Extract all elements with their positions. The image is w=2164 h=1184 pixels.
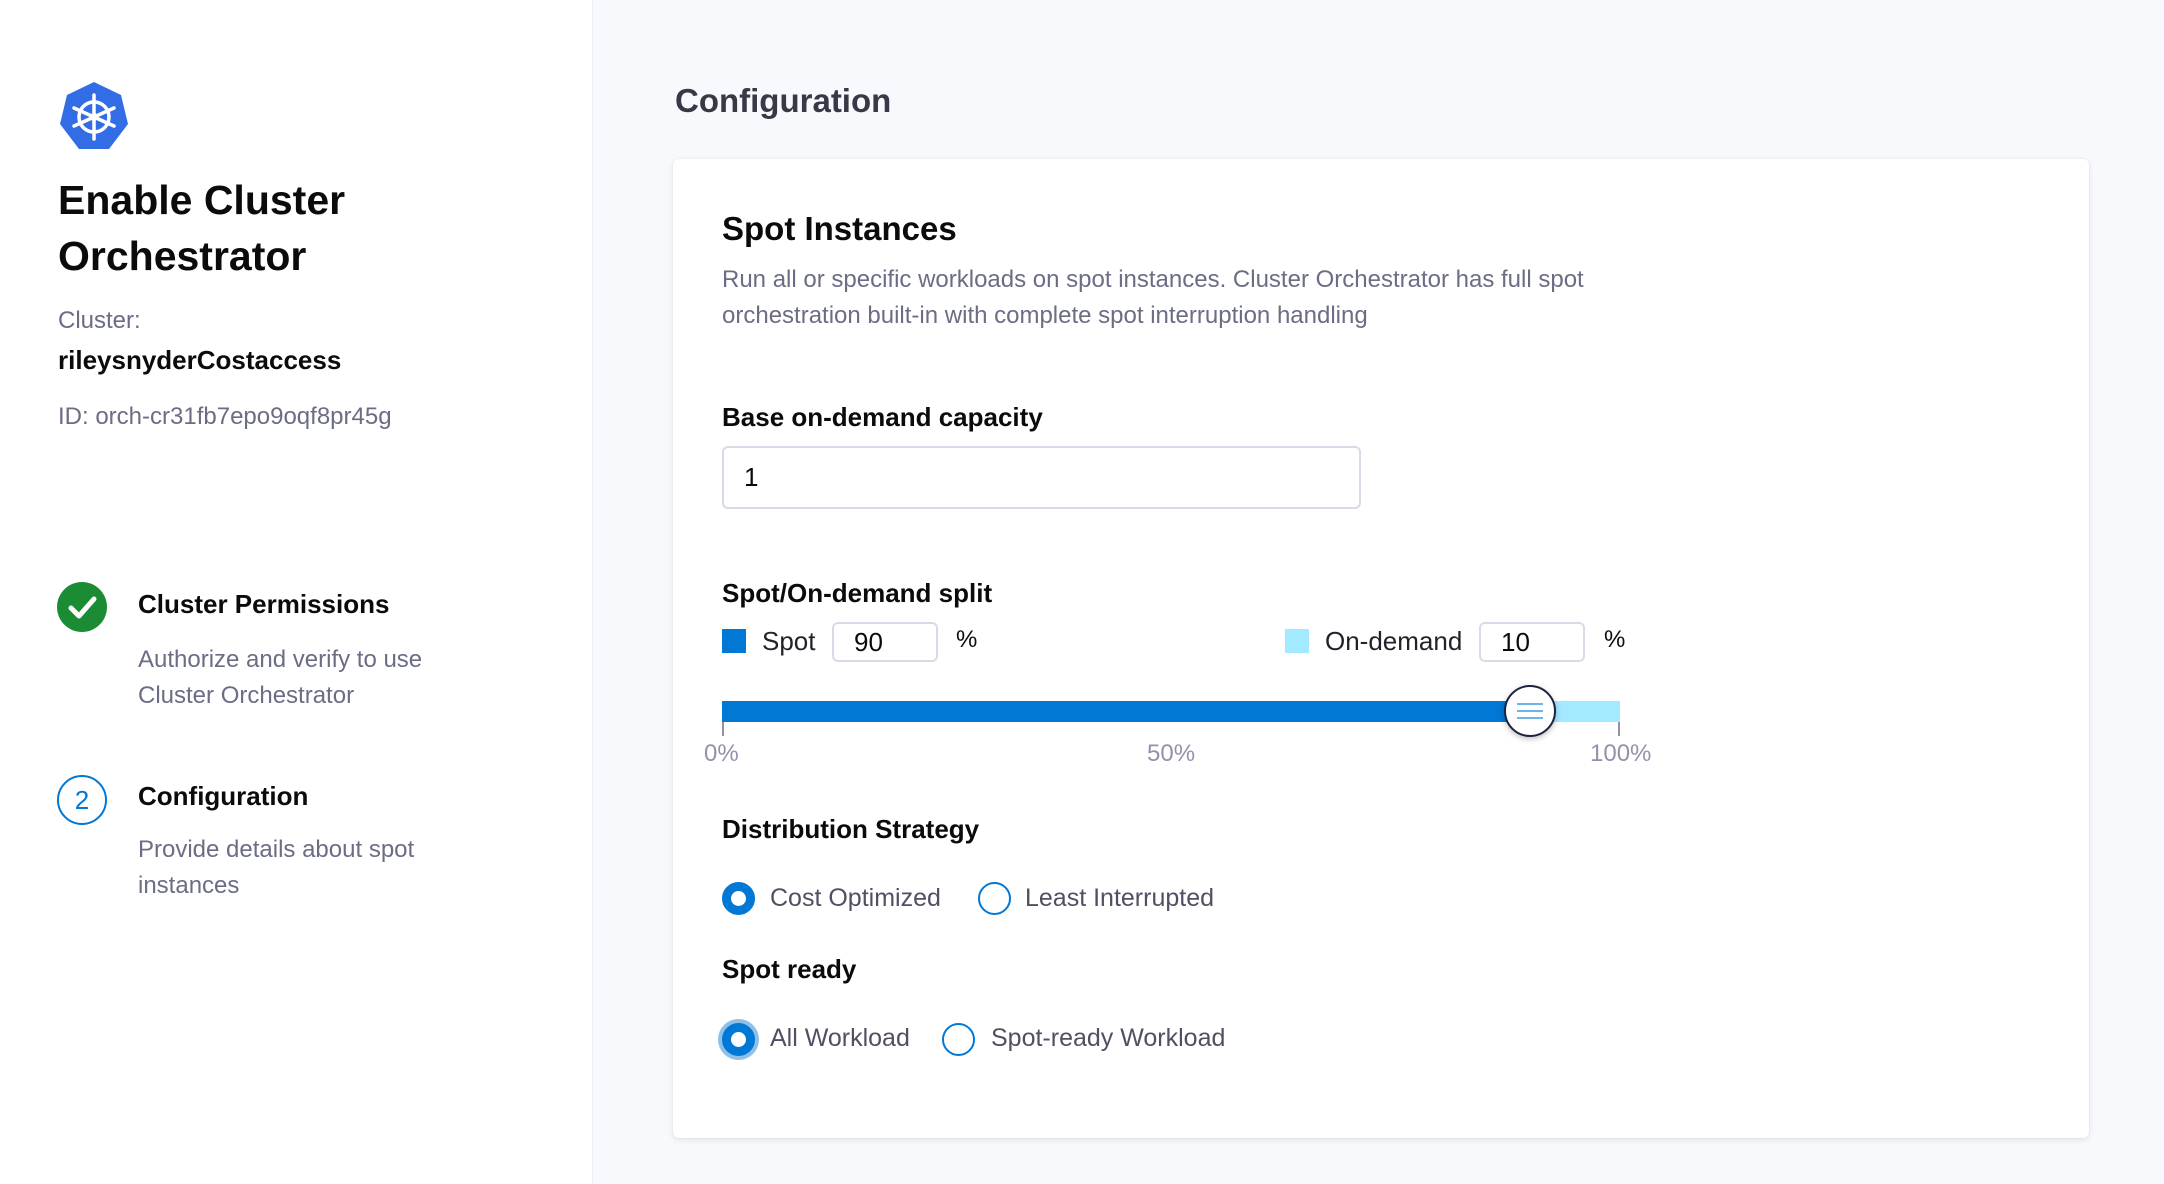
ondemand-percent-sign: % [1604, 626, 1626, 653]
desc-line: instances [138, 872, 240, 899]
cluster-id: ID: orch-cr31fb7epo9oqf8pr45g [58, 403, 392, 430]
radio-button[interactable] [942, 1023, 975, 1056]
ondemand-legend-swatch [1285, 629, 1309, 653]
spot-legend-swatch [722, 629, 746, 653]
step-description: Authorize and verify to use Cluster Orch… [138, 642, 422, 714]
spot-percent-input[interactable]: 90 [832, 622, 938, 662]
desc-line: orchestration built-in with complete spo… [722, 302, 1368, 329]
cluster-label: Cluster: [58, 307, 141, 334]
split-slider[interactable] [722, 685, 1620, 737]
slider-thumb-handle[interactable] [1504, 685, 1557, 737]
tick-label-100: 100% [1590, 740, 1652, 767]
radio-button-selected[interactable] [722, 882, 755, 915]
grip-line [1517, 703, 1544, 705]
title-line-1: Enable Cluster [58, 177, 346, 223]
spot-label: Spot [762, 626, 816, 656]
tick-label-0: 0% [704, 740, 739, 767]
radio-label: Spot-ready Workload [991, 1024, 1226, 1052]
cluster-name: rileysnyderCostaccess [58, 345, 342, 375]
ondemand-percent-input[interactable]: 10 [1479, 622, 1585, 662]
tick-label-50: 50% [1147, 740, 1196, 767]
title-line-2: Orchestrator [58, 233, 307, 279]
step-description: Provide details about spot instances [138, 832, 414, 904]
tick-0 [722, 722, 724, 736]
ondemand-label: On-demand [1325, 626, 1463, 656]
distribution-label: Distribution Strategy [722, 814, 980, 844]
radio-label: Least Interrupted [1025, 884, 1215, 912]
desc-line: Authorize and verify to use [138, 646, 423, 673]
base-capacity-input[interactable]: 1 [722, 446, 1361, 509]
page-title: Enable Cluster Orchestrator [58, 172, 345, 284]
radio-label: Cost Optimized [770, 884, 941, 912]
spot-ready-label: Spot ready [722, 954, 857, 984]
spot-percent-sign: % [956, 626, 978, 653]
radio-button[interactable] [978, 882, 1011, 915]
step-title: Configuration [138, 781, 309, 811]
tick-100 [1618, 722, 1620, 736]
desc-line: Provide details about spot [138, 836, 415, 863]
split-label: Spot/On-demand split [722, 578, 993, 608]
step-title: Cluster Permissions [138, 589, 390, 619]
card-title: Spot Instances [722, 210, 957, 247]
desc-line: Cluster Orchestrator [138, 682, 355, 709]
check-circle-icon [57, 582, 107, 632]
grip-line [1517, 710, 1544, 712]
grip-line [1517, 717, 1544, 719]
slider-spot-fill [722, 701, 1531, 722]
desc-line: Run all or specific workloads on spot in… [722, 266, 1584, 293]
base-capacity-label: Base on-demand capacity [722, 402, 1043, 432]
radio-button-selected[interactable] [722, 1023, 755, 1056]
step-number-badge: 2 [57, 775, 107, 825]
kubernetes-icon [60, 82, 128, 149]
sidebar: Enable Cluster Orchestrator Cluster: ril… [0, 0, 593, 1184]
card-description: Run all or specific workloads on spot in… [722, 262, 1584, 334]
main-title: Configuration [675, 82, 892, 119]
radio-label: All Workload [770, 1024, 910, 1052]
